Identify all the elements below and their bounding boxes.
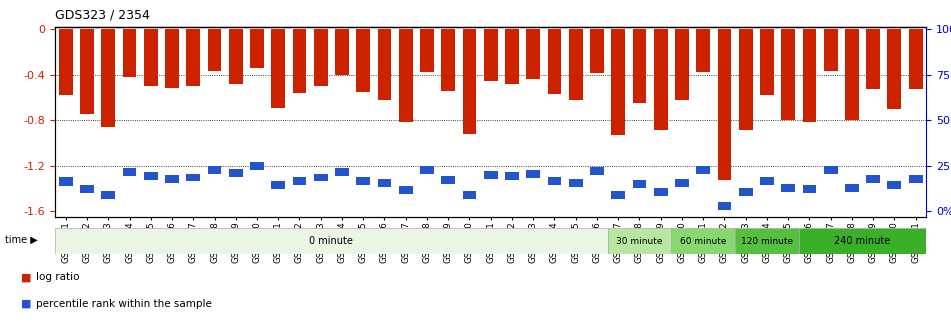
Text: ■: ■ [21,272,31,282]
Bar [55,228,608,254]
Bar [866,175,880,183]
Bar [632,180,647,188]
Bar [675,179,689,187]
Bar [484,29,497,81]
Bar [144,172,158,180]
Bar [548,29,561,94]
Bar [123,29,136,77]
Bar [378,179,392,187]
Bar [671,228,735,254]
Bar [441,29,456,90]
Bar [357,177,370,185]
Bar [824,29,838,71]
Bar [887,29,902,109]
Text: 120 minute: 120 minute [741,237,793,246]
Bar [59,29,72,95]
Text: log ratio: log ratio [36,272,80,282]
Text: percentile rank within the sample: percentile rank within the sample [36,299,212,309]
Bar [717,202,731,210]
Bar [548,177,561,185]
Text: 0 minute: 0 minute [309,236,354,246]
Bar [314,173,328,181]
Bar [526,170,540,178]
Bar [590,29,604,74]
Bar [735,228,799,254]
Text: 60 minute: 60 minute [680,237,727,246]
Bar [608,228,671,254]
Bar [420,166,434,173]
Bar [80,29,94,115]
Bar [462,29,476,134]
Bar [505,172,519,180]
Bar [335,168,349,176]
Bar [845,184,859,192]
Bar [590,167,604,175]
Bar [335,29,349,75]
Bar [102,29,115,127]
Bar [229,29,243,84]
Bar [229,169,243,177]
Bar [782,184,795,192]
Bar [186,29,200,86]
Bar [462,191,476,199]
Bar [271,181,285,190]
Bar [484,171,497,179]
Bar [739,29,752,130]
Bar [569,29,583,100]
Bar [398,29,413,122]
Bar [441,176,456,184]
Bar [186,173,200,181]
Text: time ▶: time ▶ [5,235,37,245]
Bar [611,191,625,199]
Text: ■: ■ [21,299,31,309]
Bar [250,29,264,68]
Bar [824,166,838,173]
Bar [271,29,285,108]
Bar [207,29,222,71]
Bar [653,188,668,196]
Bar [123,168,136,176]
Bar [144,29,158,86]
Bar [102,191,115,199]
Bar [799,228,926,254]
Bar [207,166,222,173]
Bar [378,29,392,100]
Bar [782,29,795,120]
Bar [675,29,689,100]
Bar [59,177,72,186]
Bar [420,29,434,72]
Bar [80,185,94,193]
Bar [357,29,370,92]
Bar [165,29,179,88]
Bar [696,166,710,173]
Bar [803,185,816,193]
Bar [760,29,774,95]
Bar [887,181,902,190]
Bar [165,175,179,183]
Bar [653,29,668,130]
Bar [696,29,710,72]
Bar [526,29,540,79]
Bar [739,188,752,196]
Bar [314,29,328,86]
Bar [632,29,647,103]
Bar [866,29,880,89]
Text: 240 minute: 240 minute [834,236,891,246]
Bar [845,29,859,120]
Bar [398,186,413,194]
Bar [909,175,922,183]
Text: 30 minute: 30 minute [616,237,663,246]
Bar [909,29,922,89]
Bar [803,29,816,122]
Bar [569,179,583,187]
Bar [293,177,306,185]
Bar [611,29,625,135]
Bar [505,29,519,84]
Bar [717,29,731,180]
Text: GDS323 / 2354: GDS323 / 2354 [55,8,150,22]
Bar [760,177,774,185]
Bar [293,29,306,93]
Bar [250,162,264,170]
